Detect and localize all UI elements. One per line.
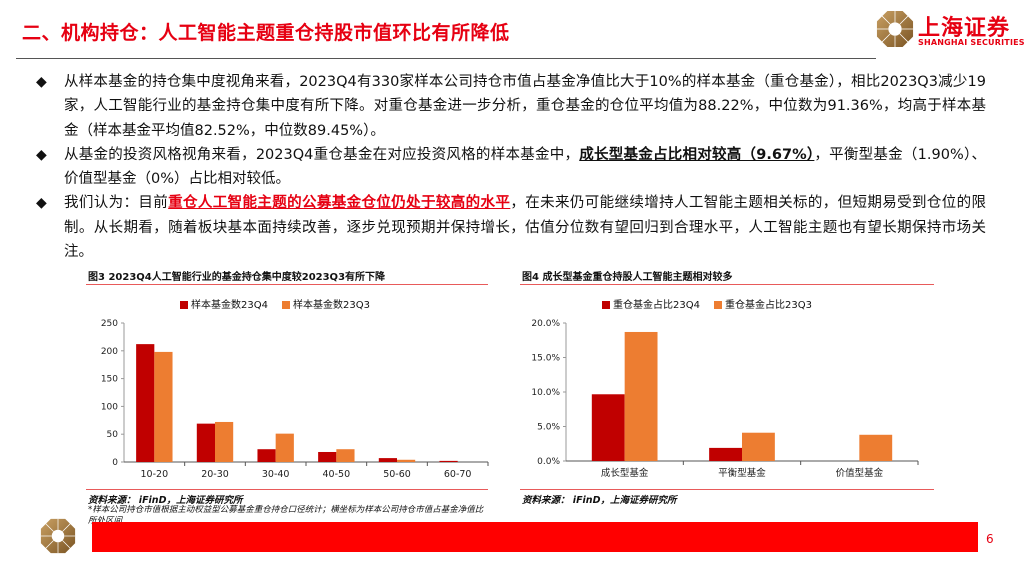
x-tick-label: 20-30 — [201, 469, 229, 480]
footer-octagon-logo-icon — [40, 518, 76, 554]
page-title: 二、机构持仓：人工智能主题重仓持股市值环比有所降低 — [22, 22, 510, 44]
bar — [257, 449, 276, 462]
bar — [439, 460, 458, 462]
x-tick-label: 60-70 — [444, 469, 472, 480]
y-tick-label: 5.0% — [537, 423, 560, 433]
brand-logo: 上海证券 SHANGHAI SECURITIES — [876, 8, 1024, 52]
y-tick-label: 250 — [101, 319, 118, 329]
x-tick-label: 价值型基金 — [836, 467, 884, 479]
bar — [378, 458, 397, 462]
bar — [742, 432, 775, 461]
bullet-item: ◆ 我们认为：目前重仓人工智能主题的公募基金仓位仍处于较高的水平，在未来仍可能继… — [36, 191, 986, 264]
bullet-text: 从基金的投资风格视角来看，2023Q4重仓基金在对应投资风格的样本基金中， — [64, 146, 580, 163]
y-tick-label: 0 — [112, 458, 118, 468]
figure4-source: 资料来源： iFinD，上海证券研究所 — [522, 495, 677, 506]
page-number: 6 — [986, 532, 994, 546]
bar — [709, 447, 742, 461]
bullet-item: ◆ 从基金的投资风格视角来看，2023Q4重仓基金在对应投资风格的样本基金中，成… — [36, 143, 986, 192]
diamond-bullet-icon: ◆ — [36, 146, 47, 163]
bullet-text: ，在未来仍可能继续增持人工智能主题相关标的，但短期易受到仓位的限制。从长期看，随… — [64, 195, 986, 261]
logo-text-en: SHANGHAI SECURITIES — [918, 38, 1024, 47]
x-tick-label: 10-20 — [141, 469, 169, 480]
figure4-rule — [520, 284, 934, 285]
bar — [215, 421, 234, 462]
legend-swatch-icon — [713, 301, 722, 309]
bar — [859, 434, 893, 461]
footer-bar — [92, 522, 978, 552]
bullet-highlight: 成长型基金占比相对较高（9.67%） — [579, 146, 815, 163]
y-tick-label: 200 — [101, 347, 118, 357]
title-divider — [16, 58, 876, 59]
bar — [136, 344, 155, 462]
logo-text-cn: 上海证券 — [918, 16, 1011, 41]
y-tick-label: 10.0% — [531, 388, 560, 398]
figure3-bar-chart: 0 50 100 150 200 250 10-20 20-30 30-40 40-50 50-60… — [101, 319, 489, 480]
y-tick-label: 50 — [107, 430, 119, 440]
bullet-text: 从样本基金的持仓集中度视角来看，2023Q4有330家样本公司持仓市值占基金净值… — [64, 74, 986, 139]
figure4-bottom-rule — [520, 489, 934, 490]
legend-item: 样本基金数23Q3 — [281, 296, 370, 311]
legend-item: 样本基金数23Q4 — [180, 296, 268, 311]
bullet-text: 我们认为：目前 — [64, 195, 169, 212]
figure3-title: 图3 2023Q4人工智能行业的基金持仓集中度较2023Q3有所下降 — [88, 272, 386, 283]
x-tick-label: 40-50 — [323, 469, 351, 480]
figure4-title: 图4 成长型基金重仓持股人工智能主题相对较多 — [522, 272, 733, 283]
octagon-logo-icon — [876, 10, 914, 48]
legend-swatch-icon — [602, 301, 610, 309]
figure3-bottom-rule — [86, 489, 488, 490]
figure3-source: 资料来源： iFinD，上海证券研究所 — [88, 495, 243, 506]
y-tick-label: 0.0% — [537, 457, 560, 467]
legend-item: 重仓基金占比23Q4 — [602, 296, 700, 311]
figure4-bar-chart: 0.0% 5.0% 10.0% 15.0% 20.0% 成长型基金 平衡型基金 价值型基金 — [531, 319, 919, 479]
figure4-legend: 重仓基金占比23Q4 重仓基金占比23Q3 — [602, 296, 812, 311]
x-tick-label: 平衡型基金 — [718, 467, 766, 479]
y-tick-label: 15.0% — [531, 354, 560, 364]
bar — [624, 331, 658, 461]
bullet-highlight-red: 重仓人工智能主题的公募基金仓位仍处于较高的水平 — [168, 195, 511, 212]
y-tick-label: 20.0% — [531, 319, 560, 329]
figure3-note: *样本公司持仓市值根据主动权益型公募基金重仓持仓口径统计；横坐标为样本公司持仓市… — [88, 505, 484, 526]
diamond-bullet-icon: ◆ — [36, 195, 47, 212]
legend-swatch-icon — [180, 301, 188, 309]
bar — [196, 423, 215, 462]
x-tick-label: 30-40 — [262, 469, 290, 480]
bar — [154, 351, 173, 462]
bullet-list: ◆ 从样本基金的持仓集中度视角来看，2023Q4有330家样本公司持仓市值占基金… — [36, 70, 986, 264]
bullet-item: ◆ 从样本基金的持仓集中度视角来看，2023Q4有330家样本公司持仓市值占基金… — [36, 70, 986, 143]
figure3-rule — [86, 284, 488, 285]
x-tick-label: 50-60 — [383, 469, 411, 480]
diamond-bullet-icon: ◆ — [36, 74, 47, 90]
bar — [336, 449, 355, 462]
legend-item: 重仓基金占比23Q3 — [713, 296, 812, 311]
bar — [591, 394, 625, 461]
y-tick-label: 150 — [101, 375, 118, 385]
bar — [275, 433, 294, 462]
bar — [318, 451, 337, 462]
figure3-legend: 样本基金数23Q4 样本基金数23Q3 — [180, 296, 370, 311]
y-tick-label: 100 — [101, 402, 118, 412]
bullet-text: ，平衡型基金（1.90%）、价值型基金（0%）占比相对较低。 — [64, 146, 986, 188]
bar — [397, 459, 416, 462]
legend-swatch-icon — [281, 301, 290, 309]
x-tick-label: 成长型基金 — [601, 467, 649, 479]
